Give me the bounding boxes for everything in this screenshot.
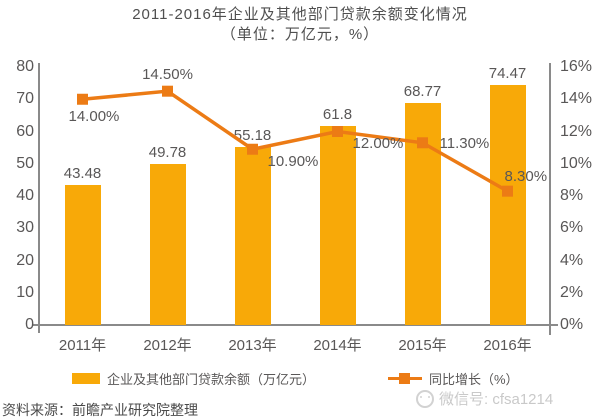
- smiley-icon: [416, 389, 434, 408]
- x-axis-label-2011: 2011年: [58, 337, 107, 354]
- x-axis: [33, 324, 558, 326]
- line-value-label-2011: 14.00%: [68, 108, 120, 126]
- line-marker-2014: [332, 126, 343, 137]
- y-axis-left-tick: 40: [16, 187, 34, 204]
- y-axis-left-tick: 10: [16, 283, 34, 301]
- bar-2011: [64, 184, 101, 325]
- bar-value-label-2014: 61.8: [322, 105, 353, 123]
- x-axis-label-2013: 2013年: [228, 337, 277, 354]
- y-axis-right-tick: 0%: [560, 316, 584, 333]
- watermark: 微信号: cfsa1214: [416, 388, 553, 409]
- legend-line-swatch: [388, 372, 422, 384]
- x-axis-label-2014: 2014年: [313, 337, 362, 354]
- y-axis-left: [38, 63, 40, 333]
- y-axis-left-tick: 30: [16, 219, 34, 237]
- bar-2012: [149, 164, 186, 325]
- bar-2013: [234, 147, 271, 325]
- y-axis-left-tick: 80: [16, 58, 34, 75]
- source-note: 资料来源：前瞻产业研究院整理: [2, 402, 198, 418]
- y-axis-left-tick: 70: [16, 90, 34, 108]
- legend-item-loan-balance: 企业及其他部门贷款余额（万亿元）: [72, 371, 316, 387]
- y-axis-right-tick: 12%: [560, 122, 593, 140]
- line-marker-2016: [502, 185, 513, 197]
- line-marker-2012: [162, 85, 173, 97]
- line-value-label-2015: 11.30%: [439, 134, 490, 152]
- legend-label-loan-balance: 企业及其他部门贷款余额（万亿元）: [107, 371, 316, 387]
- y-axis-right-tick: 6%: [560, 219, 584, 237]
- x-axis-label-2016: 2016年: [483, 337, 532, 354]
- growth-line: [82, 89, 509, 193]
- line-value-label-2013: 10.90%: [267, 153, 319, 171]
- bar-2016: [489, 84, 526, 325]
- y-axis-left-tick: 20: [16, 251, 34, 269]
- y-axis-right-tick: 8%: [560, 187, 584, 204]
- bar-value-label-2011: 43.48: [63, 164, 102, 182]
- y-axis-right: [549, 63, 551, 335]
- line-value-label-2014: 12.00%: [352, 134, 404, 152]
- y-axis-right-tick: 2%: [560, 283, 584, 301]
- x-axis-label-2012: 2012年: [143, 337, 192, 354]
- watermark-text: 微信号: cfsa1214: [439, 391, 554, 408]
- legend-line-marker: [399, 372, 410, 384]
- line-value-label-2012: 14.50%: [142, 66, 193, 84]
- legend-label-yoy-growth: 同比增长（%）: [429, 371, 519, 387]
- bar-value-label-2013: 55.18: [233, 127, 272, 145]
- y-axis-left-tick: 60: [16, 122, 34, 140]
- line-marker-2013: [247, 143, 258, 155]
- y-axis-left-tick: 0: [25, 316, 34, 333]
- x-axis-label-2015: 2015年: [398, 337, 447, 354]
- legend-item-yoy-growth: 同比增长（%）: [388, 371, 519, 387]
- y-axis-right-tick: 16%: [560, 58, 593, 75]
- bar-value-label-2016: 74.47: [488, 64, 527, 82]
- bar-value-label-2015: 68.77: [403, 83, 442, 101]
- y-axis-right-tick: 14%: [560, 90, 593, 108]
- line-marker-2011: [77, 93, 88, 105]
- bar-value-label-2012: 49.78: [148, 144, 187, 162]
- line-value-label-2016: 8.30%: [504, 168, 548, 186]
- y-axis-right-tick: 4%: [560, 251, 584, 269]
- bar-2014: [319, 125, 356, 325]
- y-axis-left-tick: 50: [16, 154, 34, 172]
- y-axis-right-tick: 10%: [560, 154, 593, 172]
- chart-subtitle: （单位：万亿元，%）: [220, 26, 380, 43]
- chart-title: 2011-2016年企业及其他部门贷款余额变化情况: [132, 6, 468, 23]
- legend-bar-swatch: [72, 372, 100, 384]
- line-marker-2015: [417, 137, 428, 149]
